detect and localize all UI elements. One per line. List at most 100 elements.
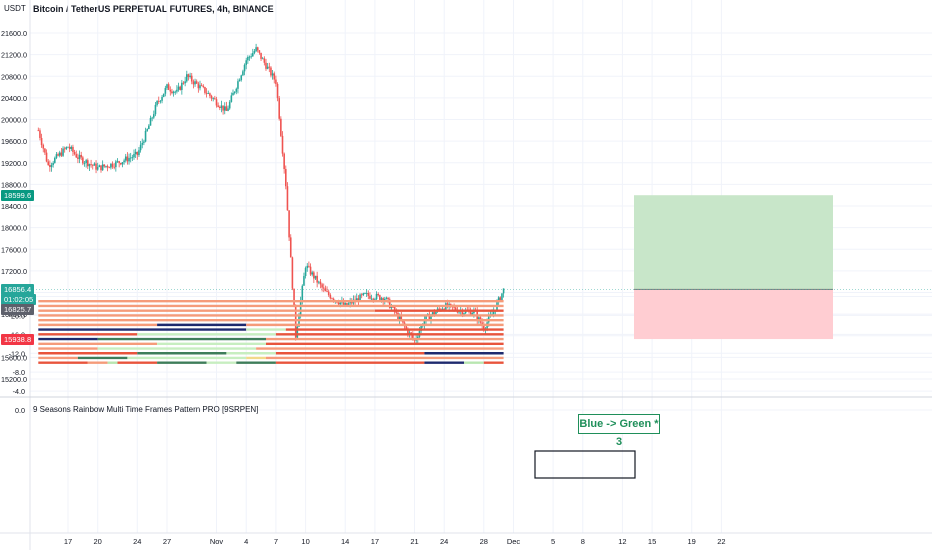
candle-body bbox=[235, 88, 238, 92]
candle-body bbox=[190, 75, 193, 82]
candle-body bbox=[337, 302, 340, 305]
candle-body bbox=[75, 154, 78, 158]
candle-body bbox=[177, 86, 180, 90]
candle-body bbox=[106, 165, 109, 168]
candle-body bbox=[151, 117, 153, 119]
candle-body bbox=[57, 154, 59, 156]
candle-body bbox=[164, 88, 167, 94]
candle-body bbox=[425, 315, 427, 320]
candle-body bbox=[217, 105, 219, 107]
candle-body bbox=[95, 163, 97, 170]
candle-body bbox=[78, 154, 81, 159]
candle-body bbox=[248, 56, 251, 58]
candle-body bbox=[83, 162, 86, 164]
candle-body bbox=[501, 293, 503, 301]
y-tick-label: 21200.0 bbox=[1, 51, 27, 60]
candle-body bbox=[357, 298, 360, 302]
indicator-title: 9 Seasons Rainbow Multi Time Frames Patt… bbox=[33, 405, 259, 414]
candle-body bbox=[321, 284, 323, 288]
candle-body bbox=[463, 313, 465, 315]
candle-body bbox=[355, 298, 358, 302]
candle-body bbox=[379, 295, 381, 300]
candle-body bbox=[280, 118, 282, 136]
x-tick-label: Dec bbox=[507, 537, 521, 546]
candle-body bbox=[402, 320, 404, 323]
candle-body bbox=[194, 81, 196, 85]
candle-body bbox=[101, 164, 104, 171]
y-tick-label: 18400.0 bbox=[1, 202, 27, 211]
candle-body bbox=[199, 85, 201, 89]
candle-body bbox=[205, 92, 208, 94]
candle-body bbox=[478, 317, 480, 320]
x-tick-label: 19 bbox=[688, 537, 696, 546]
candle-body bbox=[136, 151, 139, 156]
candle-body bbox=[138, 150, 140, 156]
candle-body bbox=[141, 142, 144, 145]
candle-body bbox=[309, 266, 312, 275]
candle-body bbox=[60, 152, 63, 156]
candle-body bbox=[169, 89, 172, 92]
candle-body bbox=[197, 83, 200, 89]
candle-body bbox=[265, 62, 267, 69]
candle-body bbox=[299, 300, 302, 316]
candle-body bbox=[271, 73, 274, 76]
candle-body bbox=[365, 293, 368, 294]
candle-body bbox=[304, 268, 307, 277]
candle-body bbox=[227, 108, 229, 111]
candle-body bbox=[91, 164, 94, 166]
candle-body bbox=[375, 293, 378, 300]
candle-body bbox=[62, 148, 64, 156]
candle-body bbox=[161, 96, 163, 101]
candle-body bbox=[469, 310, 472, 315]
candle-body bbox=[461, 310, 464, 315]
candle-body bbox=[214, 98, 216, 100]
candle-body bbox=[40, 137, 43, 145]
candle-body bbox=[255, 47, 257, 52]
candle-body bbox=[250, 56, 252, 58]
candle-body bbox=[285, 169, 287, 187]
candle-body bbox=[380, 298, 383, 300]
candle-body bbox=[179, 86, 181, 90]
candle-body bbox=[200, 85, 203, 87]
position-zones bbox=[30, 195, 932, 340]
candle-body bbox=[63, 148, 66, 150]
candle-body bbox=[327, 291, 330, 295]
candle-body bbox=[266, 66, 269, 69]
candle-body bbox=[181, 82, 183, 90]
candle-body bbox=[359, 294, 361, 302]
candle-body bbox=[243, 64, 246, 72]
candle-body bbox=[412, 335, 414, 339]
current-price-tag: 16856.4 bbox=[1, 284, 35, 295]
candle-body bbox=[367, 293, 370, 296]
stop-loss-zone bbox=[634, 289, 833, 340]
candle-body bbox=[50, 164, 53, 168]
y-tick-label: 17200.0 bbox=[1, 267, 27, 276]
candle-body bbox=[238, 80, 241, 82]
candle-body bbox=[382, 298, 384, 302]
candle-body bbox=[222, 105, 224, 111]
y-tick-label: 18800.0 bbox=[1, 180, 27, 189]
candle-body bbox=[96, 167, 99, 170]
candle-body bbox=[157, 100, 160, 102]
candle-body bbox=[228, 101, 231, 109]
candle-body bbox=[105, 165, 107, 167]
x-tick-label: 28 bbox=[480, 537, 488, 546]
candle-body bbox=[428, 313, 431, 320]
x-tick-label: 12 bbox=[618, 537, 626, 546]
candle-body bbox=[306, 265, 309, 269]
y-tick-label: 19200.0 bbox=[1, 159, 27, 168]
candle-body bbox=[67, 146, 69, 148]
candle-body bbox=[316, 275, 318, 283]
y-tick-label: 20800.0 bbox=[1, 72, 27, 81]
candle-body bbox=[225, 106, 228, 111]
candle-body bbox=[293, 288, 295, 308]
candle-body bbox=[126, 156, 129, 162]
x-tick-label: 20 bbox=[94, 537, 102, 546]
candle-body bbox=[388, 299, 391, 309]
candle-body bbox=[149, 118, 152, 126]
candle-body bbox=[156, 100, 158, 105]
x-tick-label: 24 bbox=[440, 537, 448, 546]
candle-body bbox=[52, 162, 54, 165]
candle-body bbox=[143, 141, 145, 143]
